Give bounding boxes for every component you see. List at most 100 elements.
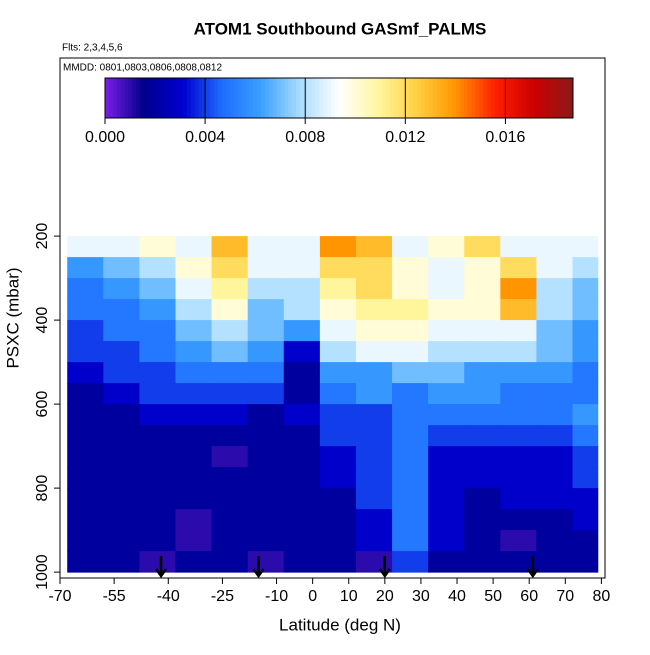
colorbar-segment: [296, 78, 301, 118]
colorbar-segment: [561, 78, 566, 118]
colorbar-segment: [261, 78, 266, 118]
colorbar-segment: [303, 78, 309, 118]
colorbar-segment: [358, 78, 363, 118]
heat-cell: [536, 257, 574, 279]
heat-cell: [500, 530, 537, 552]
heat-cell: [67, 278, 104, 300]
heat-cell: [247, 257, 285, 279]
heat-cell: [355, 257, 393, 279]
heat-cell: [572, 530, 599, 552]
heat-cell: [500, 278, 537, 300]
heat-cell: [464, 488, 501, 510]
heat-cell: [103, 383, 140, 405]
x-tick-label: 70: [556, 588, 574, 605]
heat-cell: [392, 341, 429, 363]
heat-cell: [428, 446, 465, 468]
heat-cell: [67, 467, 104, 489]
heat-cell: [103, 404, 140, 426]
colorbar-segment: [342, 78, 348, 118]
colorbar-segment: [249, 78, 254, 118]
y-tick-label: 600: [34, 391, 51, 418]
heat-cell: [464, 530, 501, 552]
colorbar-segment: [553, 78, 558, 118]
heat-cell: [211, 467, 249, 489]
heat-cell: [428, 362, 465, 384]
colorbar-segment: [417, 78, 422, 118]
colorbar-segment: [155, 78, 161, 118]
colorbar-segment: [257, 78, 262, 118]
colorbar-tick-label: 0.012: [385, 129, 425, 146]
colorbar-segment: [557, 78, 562, 118]
x-tick-label: -10: [265, 588, 288, 605]
colorbar-segment: [440, 78, 445, 118]
colorbar-segment: [206, 78, 211, 118]
heat-cell: [500, 257, 537, 279]
heat-cell: [139, 488, 176, 510]
colorbar-segment: [339, 78, 344, 118]
colorbar-segment: [272, 78, 278, 118]
x-tick-label: -40: [157, 588, 180, 605]
heat-cell: [175, 341, 213, 363]
heat-cell: [283, 341, 321, 363]
colorbar-segment: [233, 78, 239, 118]
heat-cell: [428, 551, 465, 573]
heat-cell: [283, 509, 321, 531]
heat-cell: [139, 257, 176, 279]
colorbar-segment: [350, 78, 356, 118]
colorbar-segment: [253, 78, 258, 118]
heat-cell: [355, 299, 393, 321]
heat-cell: [464, 383, 501, 405]
heat-cell: [536, 299, 574, 321]
colorbar-segment: [210, 78, 215, 118]
heat-cell: [247, 530, 285, 552]
heat-cell: [355, 551, 393, 573]
x-tick-label: -25: [211, 588, 234, 605]
heat-cell: [283, 383, 321, 405]
heat-cell: [283, 467, 321, 489]
heat-cell: [175, 446, 213, 468]
colorbar-segment: [300, 78, 305, 118]
heat-cell: [500, 320, 537, 342]
heat-cell: [103, 509, 140, 531]
heat-cell: [536, 530, 574, 552]
colorbar-segment: [222, 78, 227, 118]
heat-cell: [175, 362, 213, 384]
heat-cell: [500, 404, 537, 426]
heat-cell: [247, 362, 285, 384]
heat-cell: [572, 278, 599, 300]
heat-cell: [428, 383, 465, 405]
heat-cell: [536, 488, 574, 510]
heat-cell: [392, 278, 429, 300]
heat-cell: [67, 383, 104, 405]
x-tick-label: -70: [48, 588, 71, 605]
colorbar-segment: [545, 78, 551, 118]
heat-cell: [572, 236, 599, 258]
heat-cell: [103, 278, 140, 300]
heat-cell: [139, 278, 176, 300]
colorbar-segment: [475, 78, 480, 118]
heat-cell: [464, 446, 501, 468]
heat-cell: [392, 467, 429, 489]
heat-cell: [319, 278, 357, 300]
colorbar-segment: [136, 78, 141, 118]
heat-cell: [139, 509, 176, 531]
colorbar-segment: [463, 78, 469, 118]
heat-cell: [139, 425, 176, 447]
heat-cell: [319, 488, 357, 510]
heat-cell: [139, 341, 176, 363]
heat-cell: [211, 551, 249, 573]
heat-cell: [319, 509, 357, 531]
colorbar-segment: [186, 78, 192, 118]
heat-cell: [283, 320, 321, 342]
colorbar-segment: [288, 78, 293, 118]
colorbar-segment: [541, 78, 547, 118]
colorbar-segment: [549, 78, 554, 118]
colorbar-segment: [405, 78, 410, 118]
heat-cell: [139, 467, 176, 489]
colorbar-segment: [292, 78, 297, 118]
heat-cell: [247, 509, 285, 531]
arrow: [378, 556, 391, 579]
colorbar-segment: [491, 78, 496, 118]
heat-cell: [392, 299, 429, 321]
